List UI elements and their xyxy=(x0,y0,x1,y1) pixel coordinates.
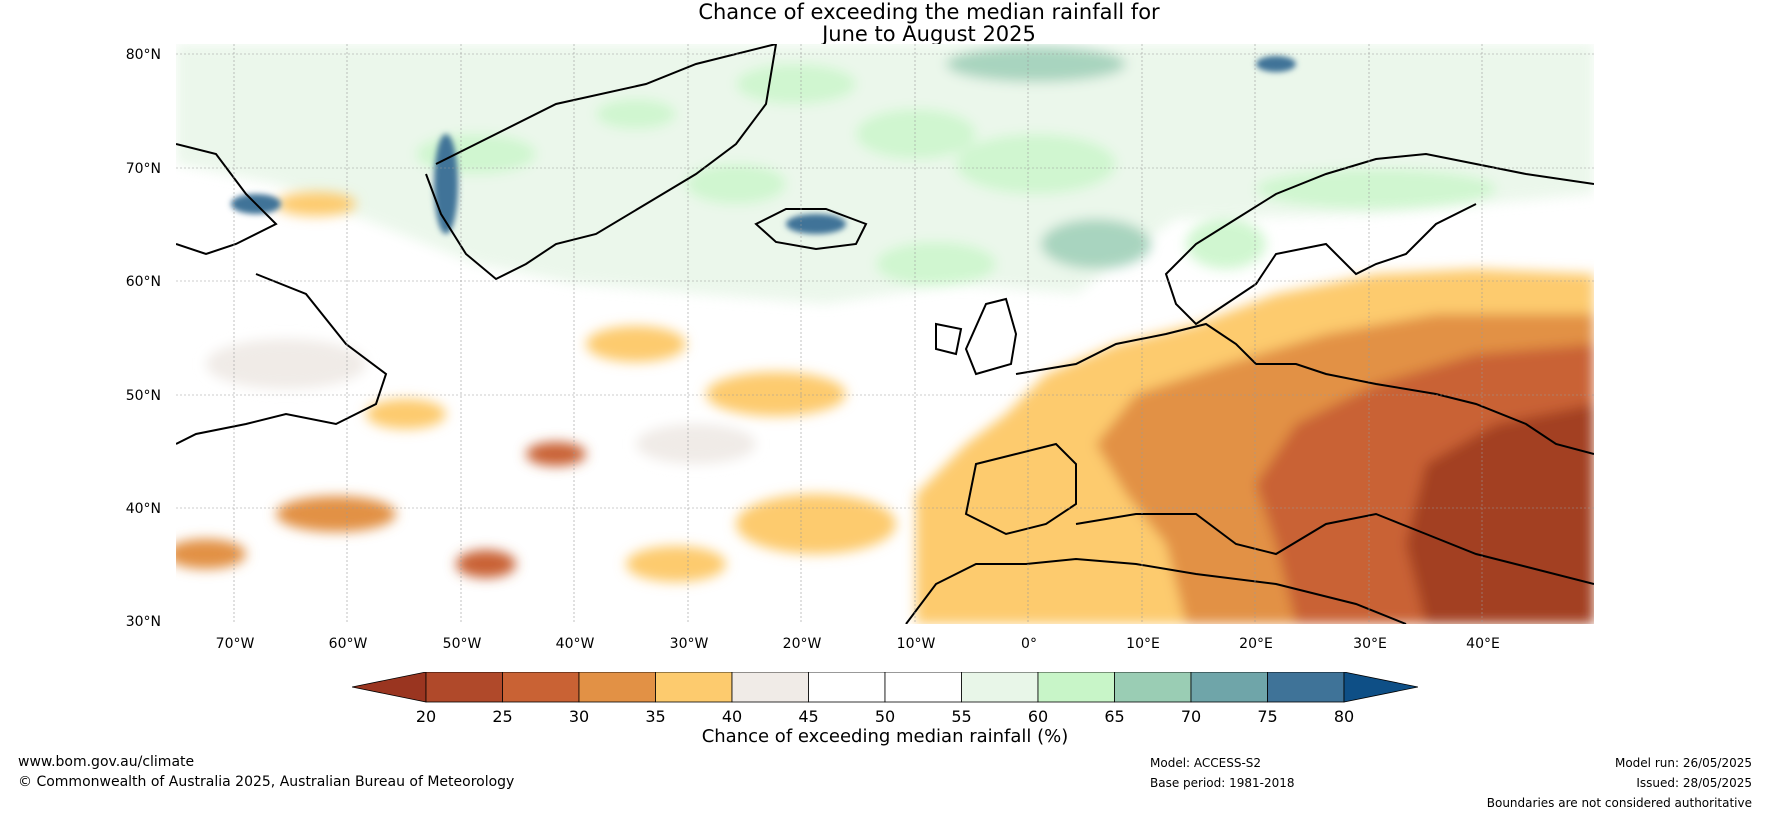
lon-label-70w: 70°W xyxy=(215,636,255,652)
scandinavia-coast xyxy=(1164,152,1594,326)
colorbar-bin-7 xyxy=(961,672,1039,703)
graticule xyxy=(176,44,1594,624)
colorbar-bin-1 xyxy=(502,672,580,703)
mediterranean-coast xyxy=(1075,512,1594,585)
colorbar-tick-label: 20 xyxy=(416,707,436,726)
coastlines xyxy=(176,44,1594,624)
lat-label-40n: 40°N xyxy=(125,501,161,517)
boundaries-disclaimer: Boundaries are not considered authoritat… xyxy=(1486,796,1752,810)
lat-label-30n: 30°N xyxy=(125,614,161,630)
labrador-coast xyxy=(176,143,388,445)
model-name: Model: ACCESS-S2 xyxy=(1150,756,1262,770)
map-title-line-1: Chance of exceeding the median rainfall … xyxy=(698,0,1160,24)
lon-label-10e: 10°E xyxy=(1126,636,1160,652)
lon-label-30w: 30°W xyxy=(669,636,709,652)
dry-anomaly-regions xyxy=(176,192,1594,624)
issued-date: Issued: 28/05/2025 xyxy=(1636,776,1752,790)
colorbar-tick-label: 40 xyxy=(722,707,742,726)
colorbar-tick-label: 60 xyxy=(1028,707,1048,726)
iceland-coast xyxy=(754,208,868,251)
wet-anomaly-regions xyxy=(176,44,1594,304)
lat-label-60n: 60°N xyxy=(125,274,161,290)
lon-label-50w: 50°W xyxy=(442,636,482,652)
colorbar-bin-5 xyxy=(808,672,886,703)
colorbar-tick-label: 25 xyxy=(492,707,512,726)
colorbar-bin-6 xyxy=(884,672,962,703)
lon-label-30e: 30°E xyxy=(1353,636,1387,652)
europe-mainland-coast xyxy=(1015,322,1594,455)
colorbar-tick-label: 80 xyxy=(1334,707,1354,726)
colorbar-tick-label: 45 xyxy=(798,707,818,726)
lon-label-0: 0° xyxy=(1021,636,1037,652)
lon-label-10w: 10°W xyxy=(896,636,936,652)
lon-label-40e: 40°E xyxy=(1466,636,1500,652)
colorbar: 20 25 30 35 40 45 50 55 60 65 70 75 80 xyxy=(352,672,1418,726)
colorbar-low-extend xyxy=(352,672,427,703)
copyright-notice: © Commonwealth of Australia 2025, Austra… xyxy=(18,774,515,790)
colorbar-tick-label: 30 xyxy=(569,707,589,726)
colorbar-bin-0 xyxy=(425,672,503,703)
colorbar-bin-3 xyxy=(655,672,733,703)
colorbar-caption: Chance of exceeding median rainfall (%) xyxy=(701,726,1069,747)
colorbar-tick-label: 50 xyxy=(875,707,895,726)
map-title-line-2: June to August 2025 xyxy=(822,22,1036,46)
colorbar-bin-2 xyxy=(578,672,656,703)
website-link[interactable]: www.bom.gov.au/climate xyxy=(18,754,195,770)
colorbar-bin-4 xyxy=(731,672,809,703)
colorbar-high-extend xyxy=(1343,672,1418,703)
lon-label-60w: 60°W xyxy=(328,636,368,652)
lat-label-80n: 80°N xyxy=(125,47,161,63)
lat-label-50n: 50°N xyxy=(125,388,161,404)
british-isles-coast xyxy=(935,297,1018,376)
colorbar-tick-label: 70 xyxy=(1181,707,1201,726)
lon-label-20e: 20°E xyxy=(1239,636,1273,652)
colorbar-bin-9 xyxy=(1114,672,1192,703)
rainfall-probability-map xyxy=(176,44,1594,624)
greenland-coast xyxy=(425,44,777,281)
lat-label-70n: 70°N xyxy=(125,161,161,177)
iberia-coast xyxy=(964,442,1077,536)
colorbar-tick-label: 65 xyxy=(1104,707,1124,726)
colorbar-bin-8 xyxy=(1037,672,1115,703)
colorbar-bin-10 xyxy=(1190,672,1268,703)
colorbar-bin-11 xyxy=(1267,672,1345,703)
base-period: Base period: 1981-2018 xyxy=(1150,776,1295,790)
lon-label-40w: 40°W xyxy=(555,636,595,652)
lon-label-20w: 20°W xyxy=(782,636,822,652)
colorbar-tick-label: 75 xyxy=(1257,707,1277,726)
colorbar-tick-label: 55 xyxy=(951,707,971,726)
africa-coast xyxy=(905,557,1407,624)
colorbar-tick-label: 35 xyxy=(645,707,665,726)
model-run-date: Model run: 26/05/2025 xyxy=(1614,756,1752,770)
